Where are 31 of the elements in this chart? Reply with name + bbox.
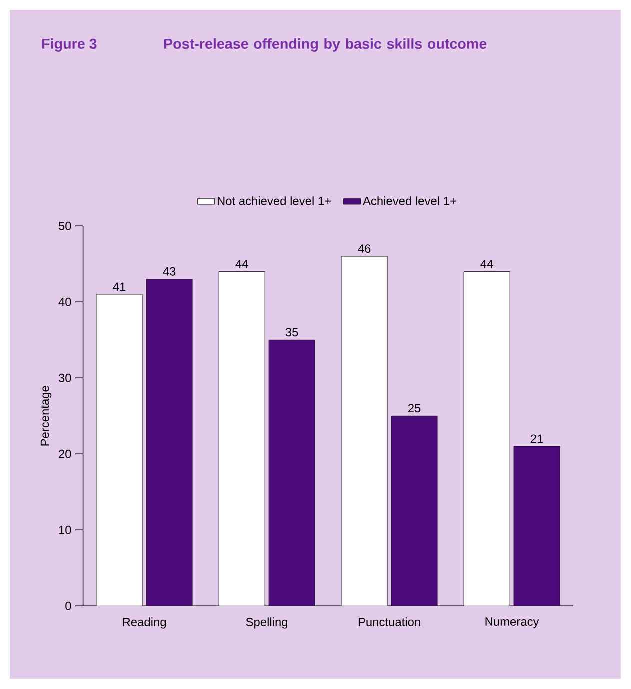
x-tick-label: Numeracy — [486, 618, 540, 628]
bar — [96, 294, 143, 606]
bar — [218, 272, 266, 606]
data-label: 44 — [480, 260, 494, 268]
data-label: 25 — [408, 404, 421, 413]
x-tick-label: Punctuation — [358, 618, 420, 626]
bar — [341, 256, 388, 606]
y-tick-label: 30 — [58, 374, 72, 382]
data-label: 35 — [286, 328, 298, 337]
bar — [514, 446, 560, 606]
y-tick-label: 50 — [58, 222, 72, 230]
bar — [391, 416, 438, 606]
chart-title: Figure 3 — [42, 38, 97, 52]
data-label: 41 — [113, 282, 126, 292]
data-label: 46 — [358, 244, 371, 254]
x-tick-label: Spelling — [246, 618, 288, 629]
data-label: 21 — [530, 434, 544, 444]
bar — [268, 340, 316, 606]
legend-label: Achieved level 1+ — [362, 196, 456, 206]
y-axis-title: Percentage — [40, 386, 52, 446]
chart-subtitle: Post-release offending by basic skills outcome — [164, 38, 487, 52]
bar — [464, 272, 510, 606]
data-label: 44 — [236, 260, 248, 268]
y-tick-label: 0 — [66, 602, 72, 610]
y-tick-label: 20 — [59, 450, 72, 458]
y-tick-label: 10 — [59, 526, 72, 534]
x-tick-label: Reading — [123, 618, 166, 629]
data-label: 43 — [163, 267, 176, 276]
bar — [146, 279, 193, 606]
y-tick-label: 40 — [58, 298, 72, 306]
legend-label: Not achieved level 1+ — [218, 196, 331, 206]
